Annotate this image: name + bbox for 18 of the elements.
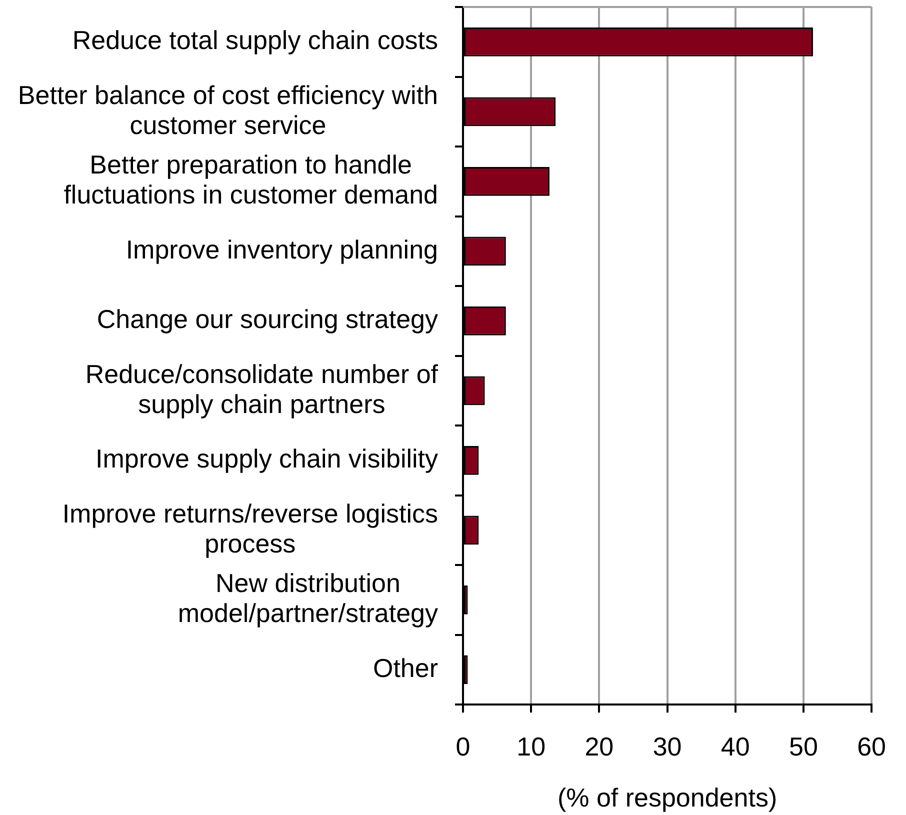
x-tick-label: 20 bbox=[584, 731, 614, 762]
y-tick-label: Improve inventory planning bbox=[126, 234, 438, 264]
y-tick-label: Reduce total supply chain costs bbox=[72, 25, 438, 56]
x-tick-label: 0 bbox=[456, 731, 470, 762]
y-tick-label: Change our sourcing strategy bbox=[96, 304, 438, 334]
x-tick-label: 40 bbox=[720, 731, 750, 762]
y-tick-label: Improve supply chain visibility bbox=[96, 444, 438, 474]
x-tick-label: 50 bbox=[788, 731, 818, 762]
y-tick-label: Other bbox=[372, 652, 438, 683]
y-tick-label: Reduce/consolidate number of supply chain partners bbox=[85, 358, 439, 419]
x-tick-label: 60 bbox=[857, 731, 886, 762]
x-tick-label: 30 bbox=[652, 731, 682, 762]
y-tick-label: Better balance of cost efficiency with customer service bbox=[18, 80, 438, 140]
y-tick-label: Better preparation to handle fluctuations in customer demand bbox=[64, 150, 438, 210]
y-tick-label: New distribution model/partner/strategy bbox=[178, 568, 438, 628]
x-tick-label: 10 bbox=[516, 731, 546, 762]
x-axis-title: (% of respondents) bbox=[557, 782, 778, 813]
y-tick-label: Improve returns/reverse logistics process bbox=[62, 498, 438, 558]
